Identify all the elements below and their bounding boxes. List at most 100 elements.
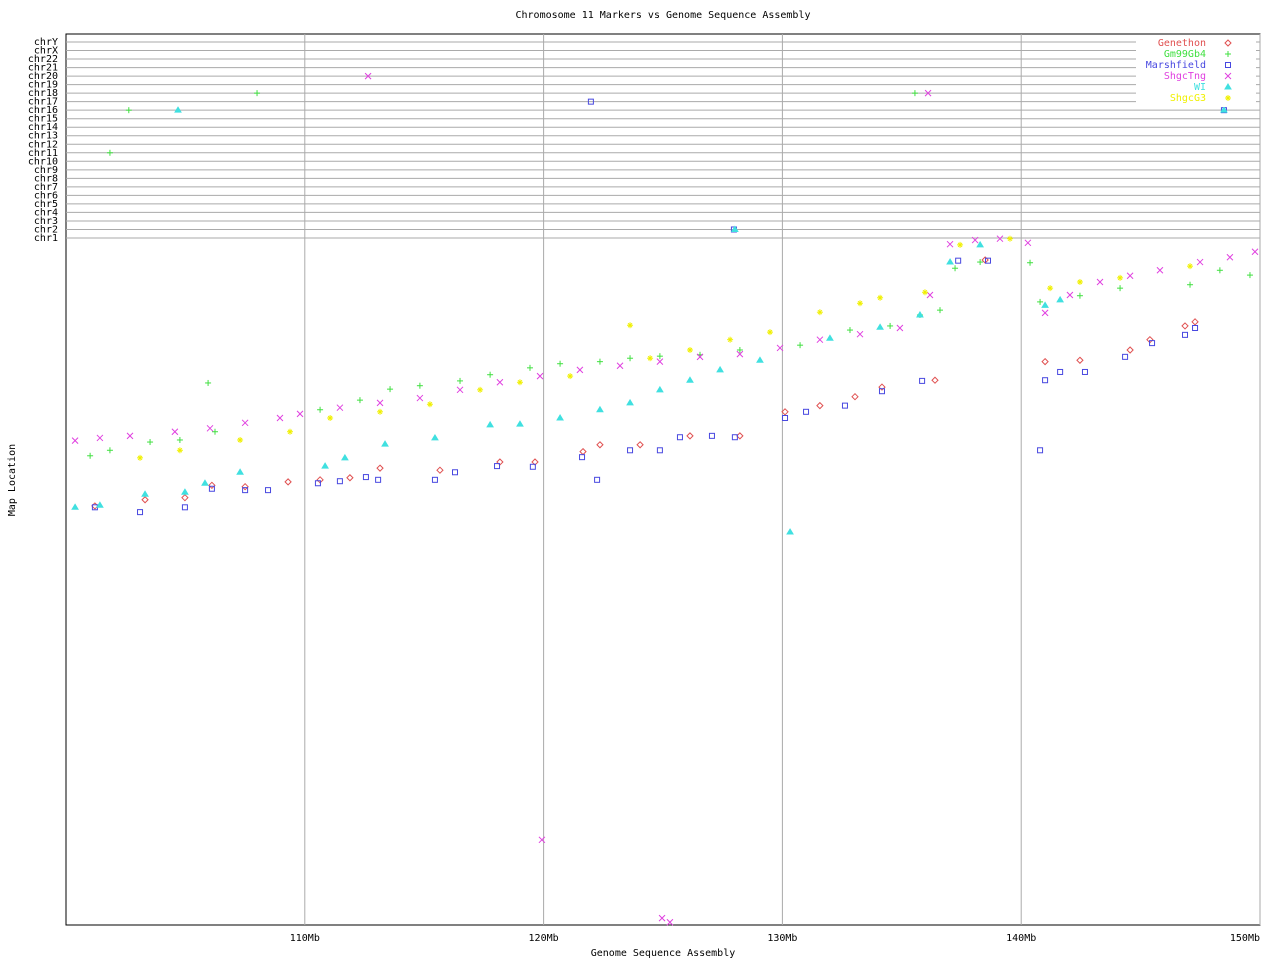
- marker: [1251, 248, 1259, 256]
- marker: [656, 385, 664, 393]
- legend-label: Gm99Gb4: [1164, 49, 1206, 60]
- marker: [96, 501, 104, 508]
- y-tick-label: chrY: [34, 37, 58, 48]
- marker: [1126, 346, 1134, 354]
- marker: [96, 434, 104, 442]
- x-tick-label: 120Mb: [529, 933, 559, 944]
- marker: [1181, 322, 1189, 330]
- marker: [487, 371, 494, 378]
- marker: [756, 356, 764, 363]
- y-tick-label: chr19: [28, 80, 58, 91]
- marker: [876, 323, 884, 330]
- marker: [1096, 278, 1104, 286]
- marker: [1041, 309, 1049, 317]
- marker: [296, 410, 304, 418]
- marker: [1191, 318, 1199, 326]
- marker: [276, 414, 284, 422]
- marker: [676, 434, 683, 441]
- marker: [616, 362, 624, 370]
- legend-label: ShgcG3: [1170, 93, 1206, 104]
- marker: [1057, 368, 1064, 375]
- marker: [141, 496, 149, 504]
- marker: [336, 478, 343, 485]
- marker: [1076, 292, 1083, 299]
- marker: [87, 452, 94, 459]
- marker: [241, 482, 249, 491]
- marker: [1224, 83, 1232, 90]
- marker: [976, 240, 985, 248]
- x-tick-label: 140Mb: [1006, 933, 1036, 944]
- marker: [526, 364, 533, 371]
- y-tick-label: chr20: [28, 71, 58, 82]
- marker: [596, 358, 603, 365]
- marker: [181, 488, 189, 495]
- marker: [594, 476, 601, 483]
- marker: [919, 377, 926, 384]
- marker: [1196, 258, 1204, 266]
- marker: [356, 397, 363, 404]
- marker: [416, 394, 424, 402]
- marker: [237, 436, 244, 443]
- marker: [284, 478, 292, 486]
- marker: [1126, 272, 1134, 280]
- marker: [452, 469, 459, 476]
- marker: [911, 90, 918, 97]
- marker: [1006, 235, 1013, 242]
- marker: [176, 447, 183, 454]
- marker: [1224, 72, 1232, 80]
- marker: [579, 454, 586, 461]
- y-tick-label: chr7: [34, 182, 58, 193]
- marker: [1225, 95, 1231, 101]
- marker: [486, 420, 494, 428]
- y-tick-label: chr11: [28, 148, 58, 159]
- legend-label: ShgcTng: [1164, 71, 1206, 82]
- marker: [205, 379, 212, 386]
- marker: [375, 476, 382, 483]
- y-tick-label: chr6: [34, 190, 58, 201]
- y-axis-label: Map Location: [7, 444, 18, 516]
- marker: [896, 324, 904, 332]
- marker: [327, 414, 334, 421]
- marker: [816, 309, 823, 316]
- marker: [137, 454, 144, 461]
- y-tick-label: chr14: [28, 122, 58, 133]
- y-tick-label: chr9: [34, 165, 58, 176]
- marker: [376, 399, 384, 407]
- marker: [125, 107, 132, 114]
- marker: [1225, 51, 1231, 57]
- marker: [716, 365, 724, 373]
- marker: [242, 487, 249, 494]
- marker: [208, 481, 216, 490]
- marker: [457, 377, 464, 384]
- marker: [436, 466, 444, 474]
- marker: [1187, 263, 1194, 270]
- marker: [1041, 357, 1049, 366]
- marker: [106, 149, 113, 156]
- marker: [126, 432, 134, 440]
- marker: [937, 307, 944, 314]
- marker: [212, 428, 219, 435]
- marker: [557, 360, 564, 367]
- y-tick-label: chr5: [34, 199, 58, 210]
- chart-title: Chromosome 11 Markers vs Genome Sequence…: [515, 10, 810, 21]
- marker: [529, 463, 536, 470]
- marker: [1187, 281, 1194, 288]
- marker: [387, 386, 394, 393]
- marker: [1037, 298, 1044, 305]
- marker: [1220, 106, 1228, 113]
- marker: [786, 528, 794, 535]
- marker: [1156, 266, 1164, 274]
- marker: [147, 439, 154, 446]
- marker: [596, 405, 604, 413]
- marker: [381, 440, 389, 447]
- marker: [174, 106, 182, 113]
- marker: [181, 504, 188, 511]
- marker: [567, 373, 574, 380]
- marker: [730, 225, 739, 232]
- marker: [576, 366, 584, 374]
- marker: [878, 383, 886, 391]
- marker: [957, 241, 964, 248]
- x-tick-label: 130Mb: [767, 933, 797, 944]
- marker: [887, 322, 894, 329]
- marker: [321, 462, 329, 469]
